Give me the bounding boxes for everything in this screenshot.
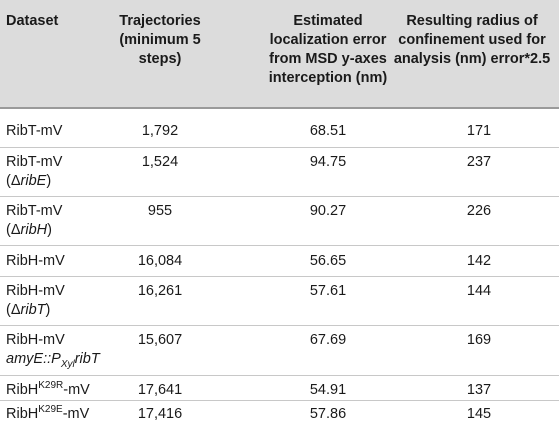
row8-radius: 145 (466, 406, 492, 422)
header-trajectories-line2: (minimum 5 (119, 32, 201, 48)
header-radius-line3: analysis (nm) error*2.5 (393, 51, 551, 67)
row4-dataset: RibH-mV (6, 253, 65, 269)
row2-dataset-note: (ΔribE) (6, 173, 52, 189)
header-estimated-line1: Estimated (293, 13, 363, 29)
row6-error: 67.69 (309, 332, 347, 348)
row-divider (0, 245, 559, 246)
row7-trajectories: 17,641 (137, 382, 183, 398)
row1-error: 68.51 (309, 123, 347, 139)
header-trajectories-line1: Trajectories (119, 13, 201, 29)
row2-radius: 237 (466, 154, 492, 170)
row6-dataset: RibH-mV (6, 332, 65, 348)
row-divider (0, 196, 559, 197)
header-estimated-line4: interception (nm) (268, 70, 388, 86)
header-radius-line2: confinement used for (398, 32, 546, 48)
row3-radius: 226 (466, 203, 492, 219)
row5-trajectories: 16,261 (137, 283, 183, 299)
row1-trajectories: 1,792 (141, 123, 179, 139)
row6-radius: 169 (466, 332, 492, 348)
row2-dataset: RibT-mV (6, 154, 63, 170)
row5-dataset: RibH-mV (6, 283, 65, 299)
row5-radius: 144 (466, 283, 492, 299)
row3-dataset-note: (ΔribH) (6, 222, 52, 238)
row-divider (0, 325, 559, 326)
header-dataset: Dataset (6, 13, 59, 29)
row3-error: 90.27 (309, 203, 347, 219)
row4-radius: 142 (466, 253, 492, 269)
header-radius-line1: Resulting radius of (406, 13, 538, 29)
table-header-background (0, 0, 559, 108)
row4-error: 56.65 (309, 253, 347, 269)
row-divider (0, 400, 559, 401)
row-divider (0, 375, 559, 376)
row1-dataset: RibT-mV (6, 123, 63, 139)
header-trajectories-line3: steps) (138, 51, 182, 67)
row-divider (0, 276, 559, 277)
row7-radius: 137 (466, 382, 492, 398)
row8-dataset: RibHK29E-mV (6, 404, 90, 422)
row3-trajectories: 955 (147, 203, 173, 219)
row5-dataset-note: (ΔribT) (6, 302, 51, 318)
row7-dataset: RibHK29R-mV (6, 380, 90, 398)
header-estimated-line2: localization error (269, 32, 387, 48)
row-divider (0, 147, 559, 148)
row3-dataset: RibT-mV (6, 203, 63, 219)
header-rule (0, 107, 559, 109)
row2-trajectories: 1,524 (141, 154, 179, 170)
row5-error: 57.61 (309, 283, 347, 299)
row8-trajectories: 17,416 (137, 406, 183, 422)
row2-error: 94.75 (309, 154, 347, 170)
row6-trajectories: 15,607 (137, 332, 183, 348)
row1-radius: 171 (466, 123, 492, 139)
row6-construct: amyE::PXylribT (6, 351, 100, 370)
row7-error: 54.91 (309, 382, 347, 398)
header-estimated-line3: from MSD y-axes (269, 51, 387, 67)
row8-error: 57.86 (309, 406, 347, 422)
row4-trajectories: 16,084 (137, 253, 183, 269)
